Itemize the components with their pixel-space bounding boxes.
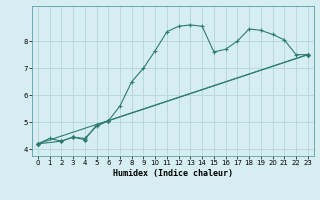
X-axis label: Humidex (Indice chaleur): Humidex (Indice chaleur) [113,169,233,178]
